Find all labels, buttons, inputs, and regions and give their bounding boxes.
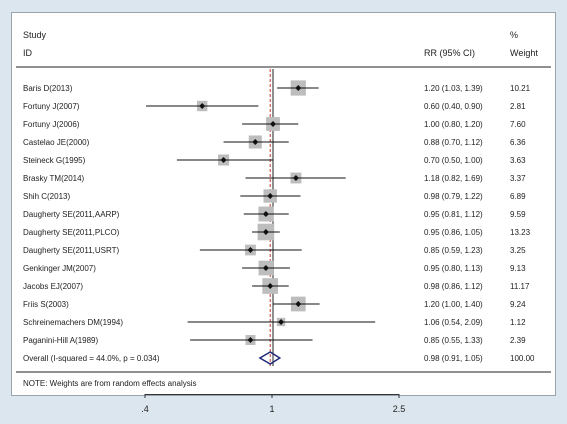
study-row: Daugherty SE(2011,USRT) 0.85 (0.59, 1.23)…	[23, 244, 526, 256]
study-row: Steineck G(1995) 0.70 (0.50, 1.00) 3.63	[23, 154, 526, 166]
study-row: Genkinger JM(2007) 0.95 (0.80, 1.13) 9.13	[23, 260, 526, 276]
study-weight: 3.25	[510, 246, 526, 255]
study-label: Friis S(2003)	[23, 300, 69, 309]
study-ci: 0.60 (0.40, 0.90)	[424, 102, 483, 111]
forest-plot-panel: Study ID % RR (95% CI) Weight Baris D(20…	[11, 12, 556, 396]
study-ci: 0.98 (0.86, 1.12)	[424, 282, 483, 291]
header-study: Study	[23, 30, 47, 40]
footnote: NOTE: Weights are from random effects an…	[23, 379, 197, 388]
study-label: Daugherty SE(2011,AARP)	[23, 210, 120, 219]
x-axis: .4 1 2.5	[141, 394, 406, 414]
study-row: Castelao JE(2000) 0.88 (0.70, 1.12) 6.36	[23, 135, 526, 149]
point-estimate	[292, 175, 299, 181]
study-weight: 6.89	[510, 192, 526, 201]
study-weight: 10.21	[510, 84, 531, 93]
study-ci: 1.06 (0.54, 2.09)	[424, 318, 483, 327]
study-ci: 1.20 (1.03, 1.39)	[424, 84, 483, 93]
x-tick-label: 2.5	[393, 404, 406, 414]
study-label: Paganini-Hill A(1989)	[23, 336, 98, 345]
point-estimate	[278, 319, 285, 325]
study-row: Paganini-Hill A(1989) 0.85 (0.55, 1.33) 2.…	[23, 335, 526, 345]
point-estimate	[220, 157, 227, 163]
header-pct: %	[510, 30, 518, 40]
study-weight: 11.17	[510, 282, 530, 291]
study-weight: 9.24	[510, 300, 526, 309]
header-weight: Weight	[510, 48, 538, 58]
study-weight: 3.63	[510, 156, 526, 165]
study-weight: 13.23	[510, 228, 531, 237]
point-estimate	[247, 247, 254, 253]
point-estimate	[262, 265, 269, 271]
study-ci: 0.98 (0.79, 1.22)	[424, 192, 483, 201]
study-row: Friis S(2003) 1.20 (1.00, 1.40) 9.24	[23, 296, 526, 312]
study-label: Steineck G(1995)	[23, 156, 86, 165]
study-weight: 1.12	[510, 318, 526, 327]
study-label: Fortuny J(2006)	[23, 120, 80, 129]
study-row: Schreinemachers DM(1994) 1.06 (0.54, 2.09…	[23, 317, 526, 327]
study-label: Jacobs EJ(2007)	[23, 282, 83, 291]
overall-diamond	[258, 351, 282, 365]
study-weight: 3.37	[510, 174, 526, 183]
point-estimate	[262, 211, 269, 217]
point-estimate	[247, 337, 254, 343]
study-label: Baris D(2013)	[23, 84, 73, 93]
study-label: Fortuny J(2007)	[23, 102, 80, 111]
study-label: Daugherty SE(2011,PLCO)	[23, 228, 120, 237]
study-weight: 7.60	[510, 120, 526, 129]
study-weight: 9.59	[510, 210, 526, 219]
study-ci: 1.20 (1.00, 1.40)	[424, 300, 483, 309]
study-row: Fortuny J(2007) 0.60 (0.40, 0.90) 2.81	[23, 100, 526, 112]
point-estimate	[270, 121, 276, 127]
study-row: Shih C(2013) 0.98 (0.79, 1.22) 6.89	[23, 189, 526, 203]
study-weight: 2.39	[510, 336, 526, 345]
study-ci: 0.85 (0.55, 1.33)	[424, 336, 483, 345]
header-effect: RR (95% CI)	[424, 48, 475, 58]
study-rows: Baris D(2013) 1.20 (1.03, 1.39) 10.21 Fortu…	[23, 69, 531, 366]
study-ci: 0.95 (0.80, 1.13)	[424, 264, 483, 273]
forest-plot: Study ID % RR (95% CI) Weight Baris D(20…	[16, 30, 551, 388]
study-label: Daugherty SE(2011,USRT)	[23, 246, 120, 255]
overall-weight: 100.00	[510, 354, 535, 363]
point-estimate	[199, 103, 206, 109]
study-row: Baris D(2013) 1.20 (1.03, 1.39) 10.21	[23, 80, 531, 96]
study-ci: 0.88 (0.70, 1.12)	[424, 138, 483, 147]
study-ci: 0.85 (0.59, 1.23)	[424, 246, 483, 255]
study-row: Fortuny J(2006) 1.00 (0.80, 1.20) 7.60	[23, 117, 526, 131]
point-estimate	[262, 229, 269, 235]
study-label: Schreinemachers DM(1994)	[23, 318, 123, 327]
point-estimate	[267, 283, 274, 289]
study-ci: 0.95 (0.81, 1.12)	[424, 210, 483, 219]
study-label: Genkinger JM(2007)	[23, 264, 96, 273]
study-weight: 2.81	[510, 102, 526, 111]
overall-label: Overall (I-squared = 44.0%, p = 0.034)	[23, 354, 160, 363]
study-row: Daugherty SE(2011,PLCO) 0.95 (0.86, 1.05)…	[23, 223, 531, 241]
study-ci: 1.00 (0.80, 1.20)	[424, 120, 483, 129]
x-tick-label: .4	[141, 404, 149, 414]
study-row: Brasky TM(2014) 1.18 (0.82, 1.69) 3.37	[23, 172, 526, 184]
study-ci: 0.70 (0.50, 1.00)	[424, 156, 483, 165]
point-estimate	[295, 301, 302, 307]
header-id: ID	[23, 48, 33, 58]
study-row: Jacobs EJ(2007) 0.98 (0.86, 1.12) 11.17	[23, 278, 530, 294]
study-weight: 9.13	[510, 264, 526, 273]
point-estimate	[295, 85, 302, 91]
study-ci: 0.95 (0.86, 1.05)	[424, 228, 483, 237]
overall-ci: 0.98 (0.91, 1.05)	[424, 354, 483, 363]
study-weight: 6.36	[510, 138, 526, 147]
point-estimate	[267, 193, 274, 199]
point-estimate	[252, 139, 259, 145]
study-label: Brasky TM(2014)	[23, 174, 85, 183]
study-label: Castelao JE(2000)	[23, 138, 90, 147]
study-row: Daugherty SE(2011,AARP) 0.95 (0.81, 1.12)…	[23, 206, 526, 222]
study-ci: 1.18 (0.82, 1.69)	[424, 174, 483, 183]
study-label: Shih C(2013)	[23, 192, 70, 201]
overall-row: Overall (I-squared = 44.0%, p = 0.034) 0.…	[23, 351, 535, 365]
x-tick-label: 1	[269, 404, 274, 414]
